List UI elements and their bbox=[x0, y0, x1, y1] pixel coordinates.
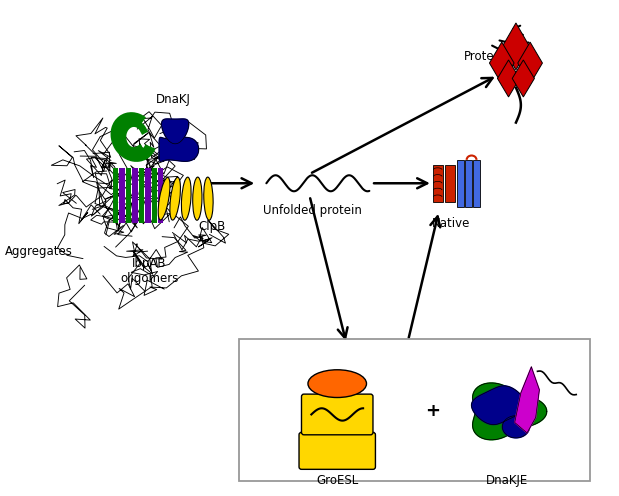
Polygon shape bbox=[162, 119, 189, 144]
Text: Native: Native bbox=[432, 217, 470, 230]
Text: DnaKJE: DnaKJE bbox=[485, 474, 528, 487]
Bar bbox=[145, 168, 150, 223]
Text: IbpAB
oligomers: IbpAB oligomers bbox=[120, 257, 178, 285]
Ellipse shape bbox=[181, 177, 191, 220]
Ellipse shape bbox=[170, 177, 181, 220]
Ellipse shape bbox=[158, 178, 170, 220]
Polygon shape bbox=[503, 416, 529, 438]
Text: Unfolded protein: Unfolded protein bbox=[263, 204, 362, 217]
Bar bbox=[119, 168, 124, 223]
Bar bbox=[465, 160, 472, 207]
Polygon shape bbox=[473, 383, 547, 440]
Polygon shape bbox=[515, 367, 539, 433]
Bar bbox=[132, 168, 137, 223]
Text: GroESL: GroESL bbox=[316, 474, 358, 487]
Bar bbox=[433, 165, 443, 202]
Ellipse shape bbox=[204, 177, 213, 220]
Polygon shape bbox=[517, 42, 542, 84]
Bar bbox=[152, 168, 157, 223]
Bar bbox=[139, 168, 144, 223]
Polygon shape bbox=[498, 60, 519, 97]
Bar bbox=[158, 168, 163, 223]
Bar bbox=[445, 165, 455, 202]
Text: +: + bbox=[425, 402, 440, 421]
Polygon shape bbox=[513, 60, 534, 97]
FancyBboxPatch shape bbox=[299, 433, 376, 469]
Bar bbox=[113, 168, 118, 223]
Text: Aggregates: Aggregates bbox=[4, 245, 72, 258]
Polygon shape bbox=[159, 137, 199, 161]
Bar bbox=[474, 160, 480, 207]
Polygon shape bbox=[472, 386, 526, 425]
Bar bbox=[457, 160, 464, 207]
Ellipse shape bbox=[308, 370, 366, 397]
Text: ClpB: ClpB bbox=[199, 220, 226, 233]
Text: DnaKJ: DnaKJ bbox=[155, 93, 190, 106]
Text: Proteases: Proteases bbox=[464, 51, 521, 63]
FancyBboxPatch shape bbox=[301, 394, 373, 435]
Ellipse shape bbox=[193, 177, 202, 220]
Bar bbox=[126, 168, 131, 223]
Polygon shape bbox=[490, 42, 514, 84]
Polygon shape bbox=[503, 23, 529, 70]
